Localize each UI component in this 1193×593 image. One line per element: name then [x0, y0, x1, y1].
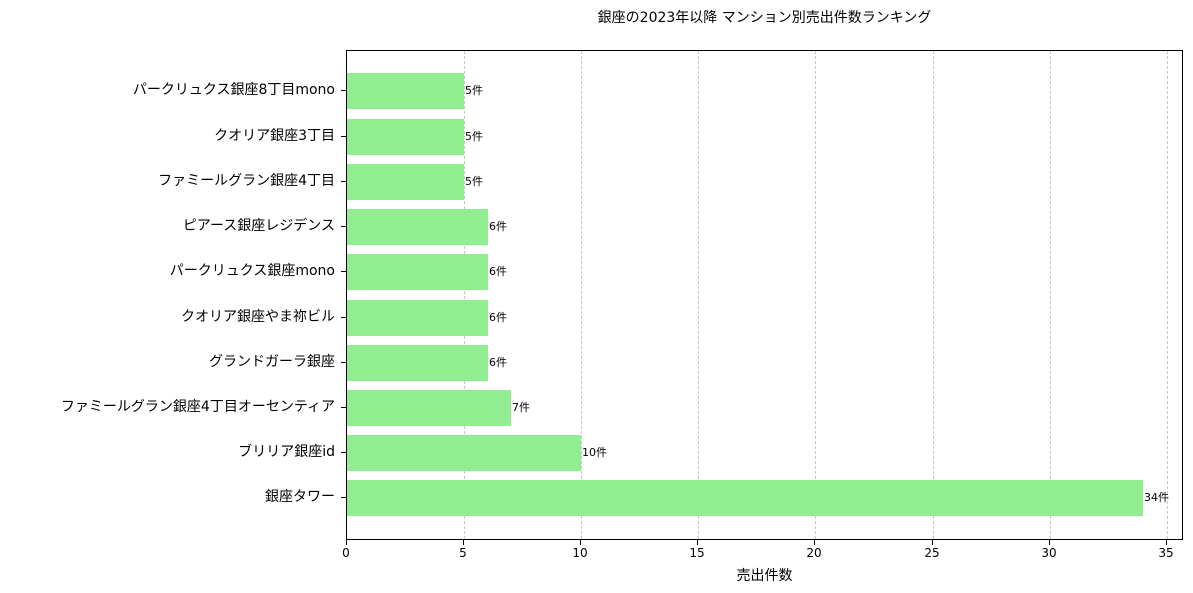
bar-value-label: 6件 [489, 265, 507, 278]
x-tick [932, 540, 933, 545]
bar [347, 119, 464, 155]
y-tick-label: パークリュクス銀座8丁目mono [132, 82, 335, 98]
bar-value-label: 5件 [465, 84, 483, 97]
bar [347, 345, 488, 381]
bar-value-label: 10件 [582, 446, 607, 459]
y-tick [341, 226, 346, 227]
bar-value-label: 6件 [489, 356, 507, 369]
bar [347, 164, 464, 200]
y-tick-label: グランドガーラ銀座 [209, 354, 335, 370]
y-tick-label: パークリュクス銀座mono [169, 263, 335, 279]
y-tick [341, 136, 346, 137]
y-tick-label: クオリア銀座やま祢ビル [181, 309, 335, 325]
bar [347, 390, 511, 426]
bar [347, 209, 488, 245]
x-tick [463, 540, 464, 545]
x-tick-label: 20 [806, 546, 822, 560]
y-tick [341, 362, 346, 363]
gridline [464, 51, 465, 539]
y-tick [341, 271, 346, 272]
y-tick [341, 181, 346, 182]
y-tick-label: クオリア銀座3丁目 [214, 128, 335, 144]
y-tick [341, 407, 346, 408]
gridline [815, 51, 816, 539]
x-tick-label: 10 [572, 546, 588, 560]
y-tick-label: ピアース銀座レジデンス [182, 218, 335, 234]
gridline [933, 51, 934, 539]
y-axis-labels: パークリュクス銀座8丁目mono クオリア銀座3丁目 ファミールグラン銀座4丁目… [0, 50, 335, 540]
x-axis-label: 売出件数 [736, 568, 793, 584]
gridline [581, 51, 582, 539]
x-tick-label: 15 [689, 546, 705, 560]
y-tick-label: ファミールグラン銀座4丁目オーセンティア [60, 399, 335, 415]
x-tick [1166, 540, 1167, 545]
x-tick-label: 0 [342, 546, 350, 560]
gridline [1167, 51, 1168, 539]
bar [347, 480, 1143, 516]
y-tick [341, 90, 346, 91]
bar-value-label: 5件 [465, 175, 483, 188]
bar-value-label: 6件 [489, 311, 507, 324]
x-tick [1049, 540, 1050, 545]
bar [347, 73, 464, 109]
x-tick [814, 540, 815, 545]
bar-value-label: 34件 [1144, 491, 1169, 504]
y-tick [341, 452, 346, 453]
bar-value-label: 7件 [512, 401, 530, 414]
y-tick-label: ファミールグラン銀座4丁目 [158, 173, 335, 189]
gridline [698, 51, 699, 539]
y-tick-label: ブリリア銀座id [238, 444, 335, 460]
x-tick-label: 35 [1158, 546, 1174, 560]
x-tick [346, 540, 347, 545]
bar [347, 254, 488, 290]
y-tick-label: 銀座タワー [265, 489, 335, 505]
x-tick-label: 5 [459, 546, 467, 560]
x-tick-label: 25 [924, 546, 940, 560]
x-tick [697, 540, 698, 545]
y-tick [341, 317, 346, 318]
bar-value-label: 5件 [465, 130, 483, 143]
plot-area: 5件 5件 5件 6件 6件 6件 6件 7件 10件 34件 [346, 50, 1183, 540]
x-tick-label: 30 [1041, 546, 1057, 560]
bar [347, 435, 581, 471]
gridline [1050, 51, 1051, 539]
bar-value-label: 6件 [489, 220, 507, 233]
x-tick [580, 540, 581, 545]
bar [347, 300, 488, 336]
chart-title: 銀座の2023年以降 マンション別売出件数ランキング [597, 10, 932, 26]
y-tick [341, 497, 346, 498]
